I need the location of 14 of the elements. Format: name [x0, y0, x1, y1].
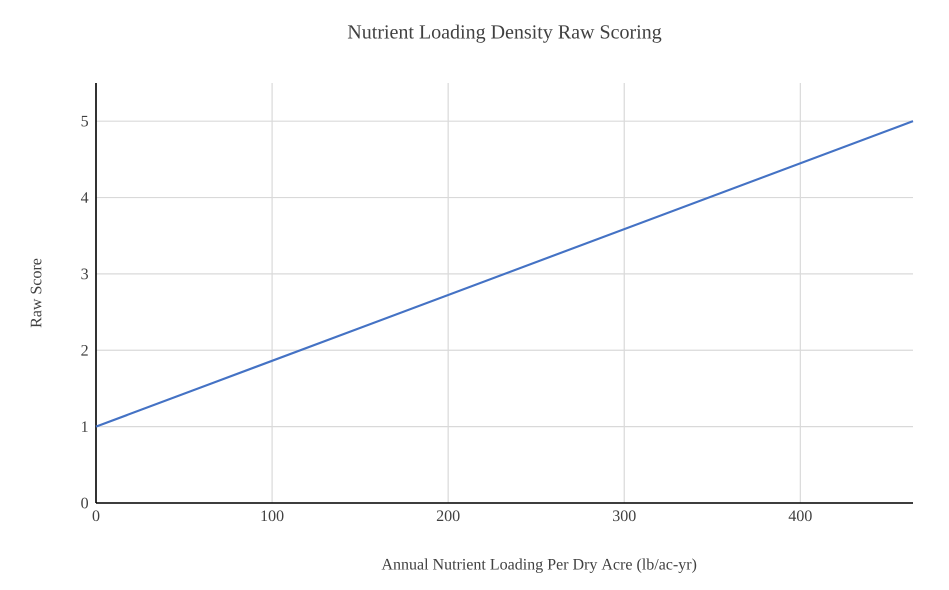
x-tick-label: 200	[436, 510, 460, 522]
y-tick-label: 3	[81, 268, 88, 280]
x-tick-label: 0	[92, 510, 100, 522]
y-tick-label: 4	[80, 192, 88, 203]
y-tick-label: 1	[82, 421, 88, 432]
x-tick-label: 100	[261, 510, 284, 522]
y-tick-label: 5	[82, 116, 88, 126]
x-tick-label: 400	[788, 510, 812, 522]
y-tick-label: 2	[81, 344, 88, 356]
y-tick-label: 0	[81, 498, 88, 508]
chart-title: Nutrient Loading Density Raw Scoring	[348, 24, 662, 43]
x-tick-label: 300	[613, 510, 636, 522]
x-axis-title: Annual Nutrient Loading Per Dry Acre (lb/ac-yr)	[382, 558, 696, 573]
y-axis-title: Raw Score	[30, 258, 42, 328]
